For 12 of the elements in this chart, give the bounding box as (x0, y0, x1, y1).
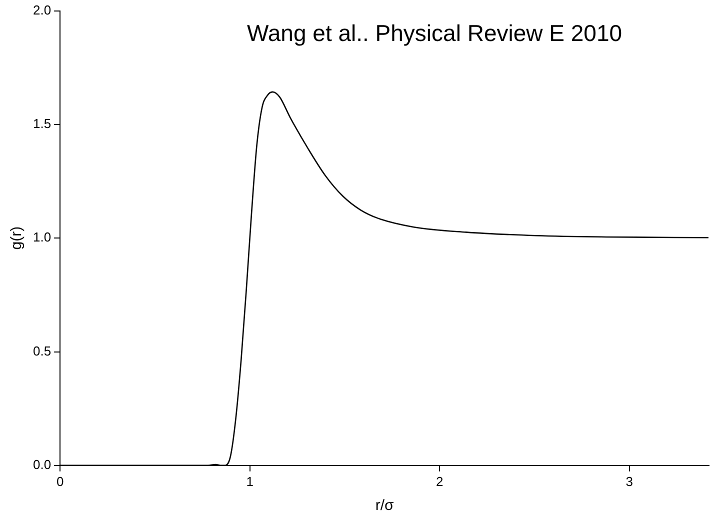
y-tick-label: 0.5 (32, 343, 52, 358)
y-tick-label: 1.5 (32, 116, 52, 132)
x-tick-label: 1 (246, 474, 254, 489)
x-tick-label: 3 (626, 474, 633, 489)
y-tick-label: 1.0 (32, 230, 52, 245)
y-tick-label: 0.0 (32, 456, 52, 472)
x-tick-label: 0 (56, 474, 64, 489)
y-tick-label: 2.0 (32, 2, 52, 18)
y-axis-title: g(r) (8, 226, 26, 250)
annotation: Wang et al.. Physical Review E 2010 (247, 20, 622, 46)
x-tick-label: 2 (436, 474, 444, 489)
x-axis-title: r/σ (375, 497, 394, 514)
